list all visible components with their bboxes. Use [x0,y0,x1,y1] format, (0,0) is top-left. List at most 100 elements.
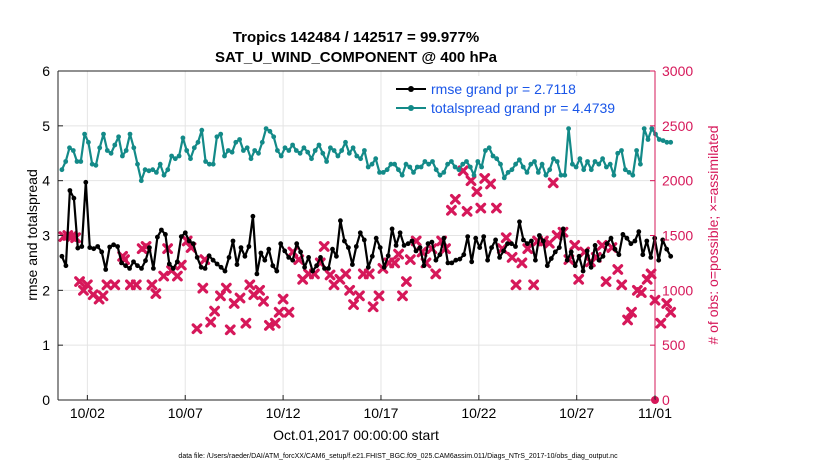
rmse-point [628,241,634,247]
y-ticks-right: 0 500 1000 1500 2000 2500 3000 [650,63,693,408]
y-right-tick-label: 2000 [662,173,693,189]
spread-point [252,148,258,153]
spread-point [668,139,674,145]
obs-point [244,279,256,291]
rmse-point [278,241,284,247]
spread-point [418,164,424,170]
x-ticks: 10/02 10/07 10/12 10/17 10/22 10/27 11/01 [70,395,672,421]
rmse-point [389,226,395,232]
obs-point [318,241,330,252]
rmse-point [234,262,240,267]
rmse-point [564,257,570,263]
rmse-point [469,259,475,265]
obs-point [616,279,628,291]
rmse-point [202,266,208,271]
rmse-point [429,239,435,245]
rmse-point [660,237,666,243]
spread-point [566,126,571,131]
spread-point [611,172,617,178]
spread-point [543,172,549,178]
rmse-point [381,264,387,270]
rmse-point [353,244,359,249]
rmse-point [147,245,152,251]
rmse-point [274,268,280,274]
obs-point [645,268,657,280]
obs-point [612,264,624,275]
y-left-tick-label: 4 [42,173,50,189]
rmse-point [302,264,307,270]
spread-point [490,153,496,159]
spread-point [116,134,121,140]
rmse-point [127,266,132,271]
spread-point [649,126,655,131]
spread-point [346,150,352,156]
rmse-point [111,242,116,248]
rmse-point [266,246,272,252]
spread-point [524,170,530,175]
spread-point [259,139,265,145]
rmse-point [318,255,323,260]
rmse-point [668,253,674,259]
obs-point [491,202,502,214]
spread-point [305,149,311,155]
spread-point [486,145,492,151]
rmse-point [509,241,514,247]
spread-point [660,138,666,144]
obs-point [283,306,295,318]
spread-point [241,148,246,153]
spread-point [237,137,243,142]
rmse-point [166,261,172,267]
obs-point [430,268,442,280]
rmse-point [457,256,463,262]
spread-point [464,159,469,164]
obs-point [401,276,412,287]
spread-point [641,126,647,131]
y-left-tick-label: 0 [42,392,50,408]
spread-point [456,167,462,173]
rmse-point [186,238,192,244]
spread-point [267,128,273,134]
rmse-point [159,227,164,233]
rmse-point [656,257,662,263]
spread-point [67,145,72,151]
obs-point [635,287,647,298]
rmse-point [405,241,411,247]
obs-point [240,317,252,329]
spread-point [498,161,503,167]
spread-point [218,131,224,137]
rmse-point [576,253,582,259]
rmse-point [250,213,256,219]
spread-point [282,145,288,151]
obs-point [234,292,246,304]
rmse-point [346,245,351,251]
rmse-point [361,237,367,243]
rmse-point [294,241,300,247]
rmse-point [338,218,343,224]
spread-point [562,172,568,178]
spread-point [592,159,598,164]
rmse-point [620,232,626,237]
obs-point [277,293,289,305]
rmse-point [282,248,288,254]
rmse-point [513,244,518,249]
spread-point [441,170,447,175]
rmse-point [139,266,144,271]
spread-point [577,156,583,162]
spread-point [63,159,69,164]
spread-point [377,170,382,175]
obs-point [273,306,285,318]
y-left-tick-label: 3 [42,228,50,244]
rmse-point [230,238,236,244]
x-tick-label: 10/22 [461,405,496,421]
spread-point [335,153,341,159]
spread-point [596,161,602,167]
spread-point [626,170,632,175]
rmse-point [537,233,542,238]
obs-point [172,270,183,282]
spread-point [520,164,526,170]
spread-point [396,167,401,173]
obs-point [97,290,109,302]
spread-point [180,135,186,141]
spread-point [630,172,636,178]
spread-point [509,167,515,173]
